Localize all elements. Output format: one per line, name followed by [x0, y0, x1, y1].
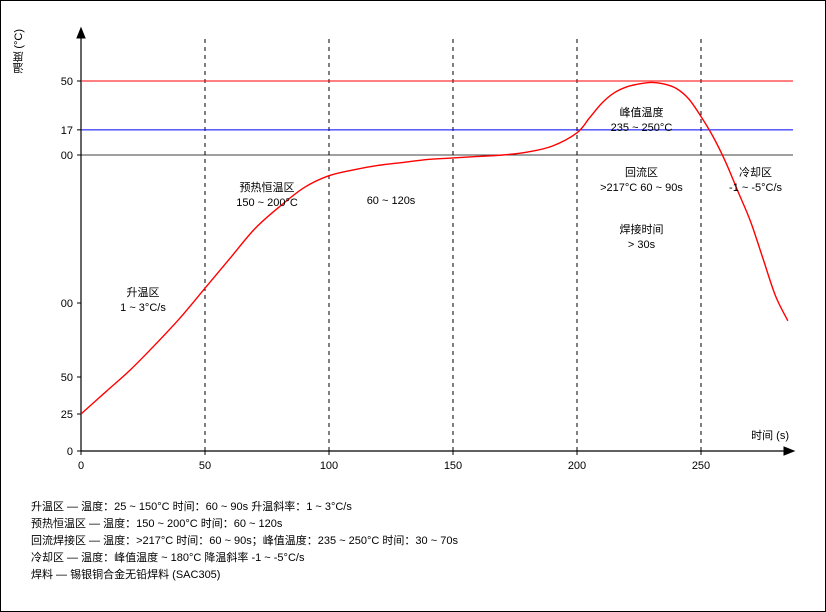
zone-label: 150 ~ 200°C — [236, 197, 298, 209]
x-tick-label: 150 — [444, 460, 462, 472]
zone-label: 焊接时间 — [619, 222, 663, 236]
zone-label: 60 ~ 120s — [367, 195, 416, 207]
y-axis-label: 温度 (°C) — [11, 29, 27, 74]
y-tick-label: 0 — [67, 446, 73, 458]
note-line: 预热恒温区 — 温度：150 ~ 200°C 时间：60 ~ 120s — [31, 516, 458, 533]
x-axis-label: 时间 (s) — [751, 429, 789, 442]
y-tick-label: 217 — [61, 125, 73, 137]
y-tick-label: 100 — [61, 298, 73, 310]
chart-svg: 0 25 50 100 200 217 250 0 50 100 150 200 250 时间 (s) 升温… — [61, 21, 801, 481]
note-line: 回流焊接区 — 温度：>217°C 时间：60 ~ 90s；峰值温度：235 ~… — [31, 533, 458, 550]
zone-label: 1 ~ 3°C/s — [120, 302, 166, 314]
y-tick-label: 250 — [61, 76, 73, 88]
temperature-curve — [81, 82, 788, 414]
note-line: 焊料 — 锡银铜合金无铅焊料 (SAC305) — [31, 567, 458, 584]
y-tick-label: 25 — [61, 409, 73, 421]
x-tick-label: 50 — [199, 460, 211, 472]
zone-label: 235 ~ 250°C — [611, 122, 673, 134]
x-tick-label: 0 — [78, 460, 84, 472]
zone-label: 回流区 — [625, 165, 658, 179]
reflow-profile-figure: 温度 (°C) 0 25 50 100 200 217 250 0 50 100 150 200 250… — [0, 0, 826, 612]
zone-label: 冷却区 — [739, 166, 772, 179]
notes-block: 升温区 — 温度：25 ~ 150°C 时间：60 ~ 90s 升温斜率：1 ~… — [31, 499, 458, 584]
y-tick-label: 200 — [61, 150, 73, 162]
y-tick-label: 50 — [61, 372, 73, 384]
note-line: 冷却区 — 温度：峰值温度 ~ 180°C 降温斜率 -1 ~ -5°C/s — [31, 550, 458, 567]
chart-area: 0 25 50 100 200 217 250 0 50 100 150 200 250 时间 (s) 升温… — [61, 21, 801, 481]
x-tick-label: 200 — [568, 460, 586, 472]
zone-label: -1 ~ -5°C/s — [729, 182, 782, 194]
zone-label: 峰值温度 — [619, 105, 663, 119]
zone-label: > 30s — [628, 239, 656, 251]
zone-label: 升温区 — [127, 286, 160, 299]
zone-label: 预热恒温区 — [240, 181, 295, 194]
zone-label: >217°C 60 ~ 90s — [600, 182, 683, 194]
x-tick-label: 100 — [320, 460, 338, 472]
note-line: 升温区 — 温度：25 ~ 150°C 时间：60 ~ 90s 升温斜率：1 ~… — [31, 499, 458, 516]
x-tick-label: 250 — [692, 460, 710, 472]
